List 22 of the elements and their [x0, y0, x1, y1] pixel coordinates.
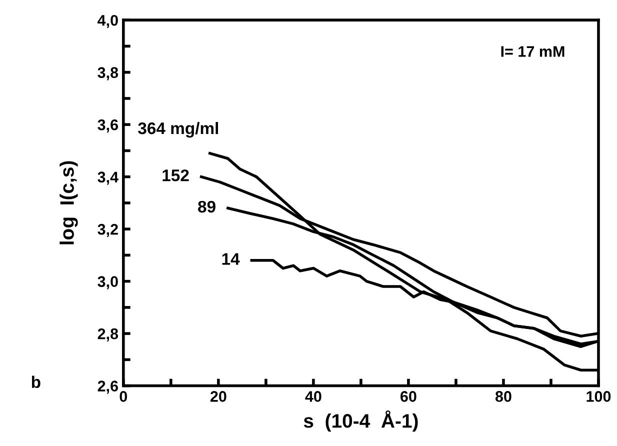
series-label: 152	[162, 169, 189, 182]
x-tick-label: 80	[495, 391, 512, 402]
y-tick-label: 3,8	[98, 67, 118, 80]
y-tick-label: 2,6	[98, 380, 118, 394]
annotation: I= 17 mM	[501, 46, 564, 57]
series-label: 14	[222, 253, 240, 265]
y-axis-title: log I(c,s)	[60, 161, 78, 244]
series-label: 89	[198, 200, 216, 213]
y-tick-label: 3,2	[98, 224, 118, 237]
text: b	[32, 376, 40, 388]
x-axis-title: s (10-4 Å-1)	[304, 410, 418, 432]
y-tick-label: 2,8	[98, 328, 118, 342]
y-tick-label: 3,4	[98, 172, 118, 185]
x-tick-label: 40	[305, 391, 322, 402]
x-tick-label: 0	[120, 391, 128, 402]
series-label: 364 mg/ml	[138, 122, 218, 138]
x-tick-label: 60	[400, 391, 416, 402]
x-tick-label: 20	[210, 391, 226, 402]
y-tick-label: 3,6	[98, 119, 118, 132]
y-tick-label: 4,0	[98, 14, 118, 28]
y-tick-label: 3,0	[98, 276, 118, 290]
x-tick-label: 100	[586, 391, 611, 402]
